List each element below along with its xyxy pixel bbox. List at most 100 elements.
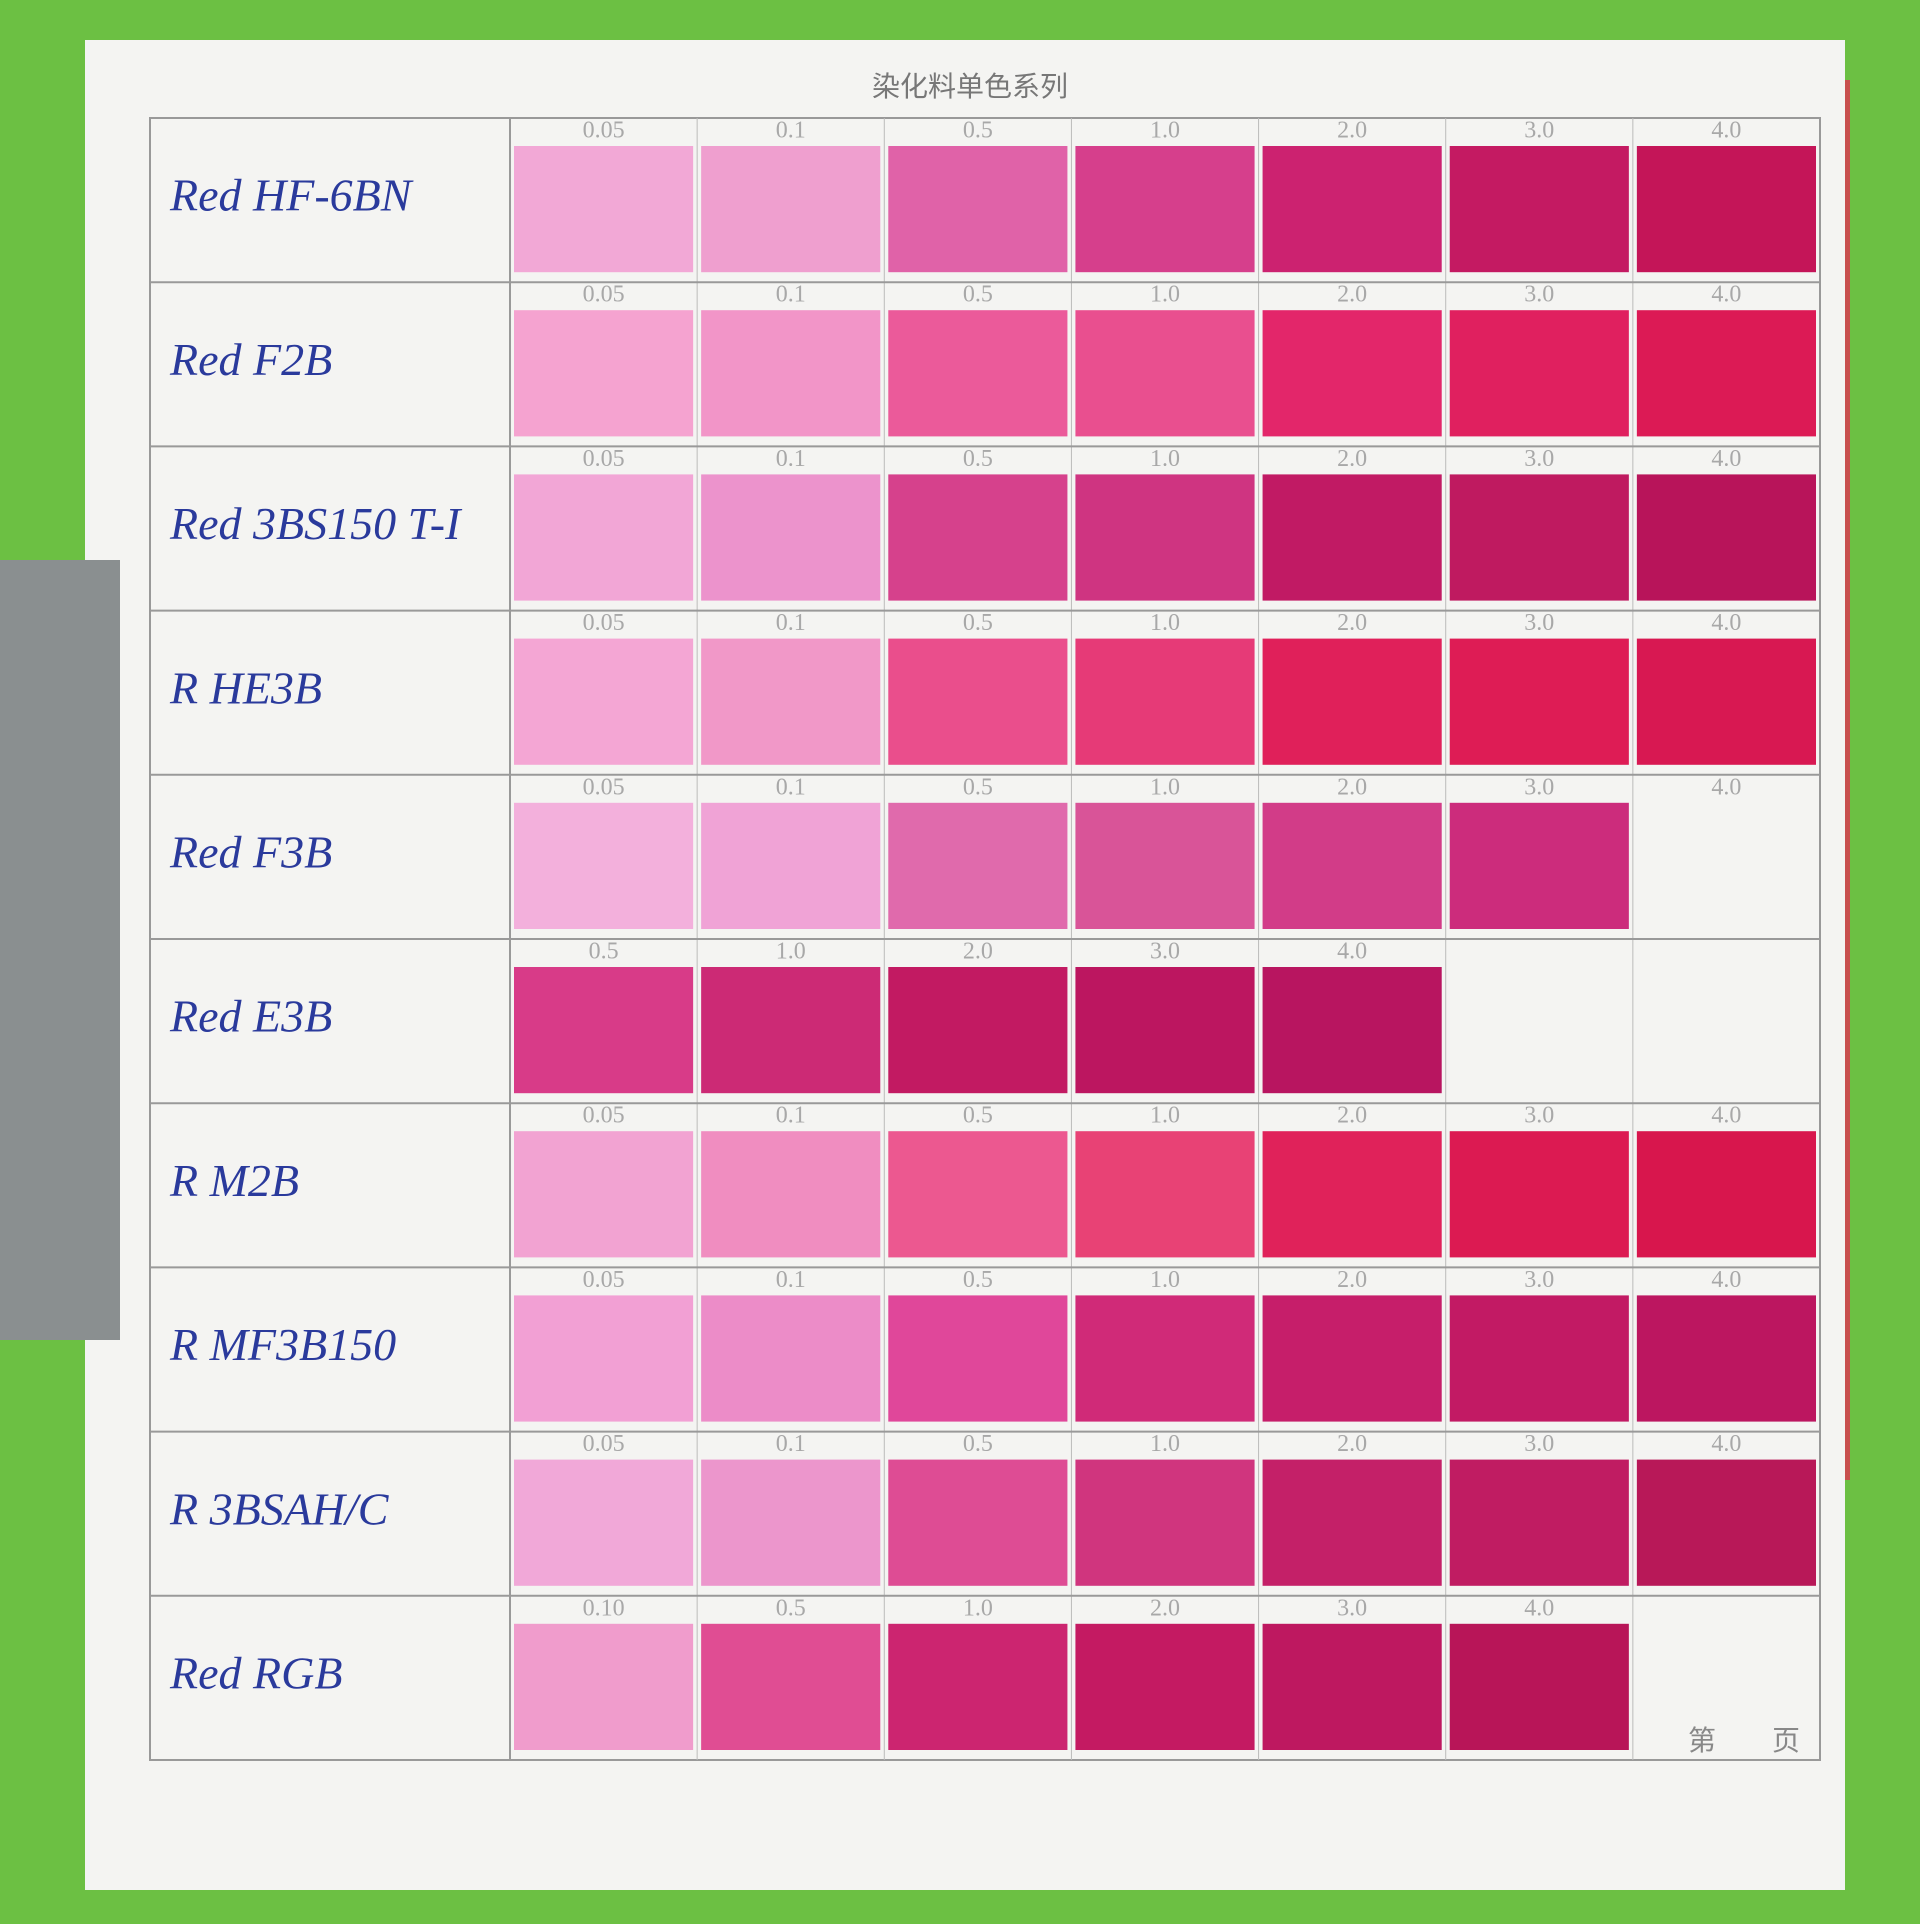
level-label: 4.0 — [1711, 1267, 1741, 1293]
level-label: 0.05 — [583, 118, 625, 144]
fabric-swatch — [1449, 1459, 1629, 1586]
level-label: 1.0 — [1150, 1267, 1180, 1293]
level-label: 0.5 — [589, 939, 619, 965]
level-label: 1.0 — [963, 1595, 993, 1621]
row-label: Red RGB — [169, 1647, 342, 1698]
fabric-swatch — [888, 310, 1068, 437]
fabric-swatch — [1449, 1295, 1629, 1422]
row-label: R HE3B — [169, 662, 322, 713]
fabric-swatch — [514, 310, 694, 437]
level-label: 3.0 — [1524, 446, 1554, 472]
level-label: 0.5 — [963, 774, 993, 800]
level-label: 3.0 — [1524, 1267, 1554, 1293]
fabric-swatch — [888, 638, 1068, 765]
level-label: 0.5 — [963, 118, 993, 144]
level-label: 0.5 — [776, 1595, 806, 1621]
level-label: 3.0 — [1524, 118, 1554, 144]
fabric-swatch — [701, 967, 881, 1094]
fabric-swatch — [1075, 967, 1255, 1094]
fabric-swatch — [701, 474, 881, 601]
fabric-swatch — [888, 1623, 1068, 1750]
fabric-swatch — [701, 1459, 881, 1586]
fabric-swatch — [514, 1131, 694, 1258]
level-label: 0.5 — [963, 1103, 993, 1129]
fabric-swatch — [1636, 1459, 1816, 1586]
level-label: 4.0 — [1711, 1431, 1741, 1457]
fabric-swatch — [1262, 474, 1442, 601]
fabric-swatch — [888, 1295, 1068, 1422]
level-label: 0.5 — [963, 1431, 993, 1457]
level-label: 4.0 — [1711, 282, 1741, 308]
fabric-swatch — [1262, 1131, 1442, 1258]
level-label: 0.05 — [583, 610, 625, 636]
page-number-label: 第 页 — [1688, 1724, 1800, 1757]
fabric-swatch — [1262, 638, 1442, 765]
fabric-swatch — [1075, 1459, 1255, 1586]
level-label: 4.0 — [1711, 1103, 1741, 1129]
level-label: 0.5 — [963, 1267, 993, 1293]
level-label: 0.05 — [583, 774, 625, 800]
fabric-swatch — [888, 802, 1068, 929]
fabric-swatch — [1262, 1459, 1442, 1586]
fabric-swatch — [1075, 310, 1255, 437]
fabric-swatch — [1075, 802, 1255, 929]
fabric-swatch — [888, 474, 1068, 601]
fabric-swatch — [1449, 1131, 1629, 1258]
level-label: 2.0 — [1337, 118, 1367, 144]
level-label: 0.5 — [963, 610, 993, 636]
level-label: 0.5 — [963, 446, 993, 472]
level-label: 1.0 — [1150, 282, 1180, 308]
level-label: 2.0 — [1150, 1595, 1180, 1621]
fabric-swatch — [1636, 474, 1816, 601]
level-label: 4.0 — [1711, 774, 1741, 800]
level-label: 0.1 — [776, 1267, 806, 1293]
fabric-swatch — [701, 146, 881, 273]
fabric-swatch — [888, 1131, 1068, 1258]
fabric-swatch — [1075, 1295, 1255, 1422]
level-label: 0.05 — [583, 1267, 625, 1293]
level-label: 1.0 — [1150, 1103, 1180, 1129]
level-label: 3.0 — [1524, 1431, 1554, 1457]
level-label: 3.0 — [1524, 610, 1554, 636]
fabric-swatch — [1636, 1131, 1816, 1258]
row-label: R 3BSAH/C — [169, 1483, 390, 1534]
level-label: 2.0 — [1337, 1267, 1367, 1293]
row-label: Red F3B — [169, 826, 332, 877]
fabric-swatch — [1449, 638, 1629, 765]
level-label: 4.0 — [1711, 610, 1741, 636]
level-label: 3.0 — [1337, 1595, 1367, 1621]
page-title: 染化料单色系列 — [872, 70, 1068, 103]
level-label: 2.0 — [1337, 282, 1367, 308]
level-label: 2.0 — [1337, 774, 1367, 800]
level-label: 3.0 — [1524, 282, 1554, 308]
row-label: Red E3B — [169, 991, 332, 1042]
fabric-swatch — [1449, 310, 1629, 437]
level-label: 0.10 — [583, 1595, 625, 1621]
level-label: 0.05 — [583, 1103, 625, 1129]
fabric-swatch — [514, 802, 694, 929]
fabric-swatch — [1449, 802, 1629, 929]
level-label: 0.1 — [776, 1431, 806, 1457]
row-label: Red 3BS150 T-I — [169, 498, 463, 549]
level-label: 0.1 — [776, 1103, 806, 1129]
row-label: R MF3B150 — [169, 1319, 396, 1370]
fabric-swatch — [1075, 146, 1255, 273]
fabric-swatch — [1262, 1623, 1442, 1750]
row-label: Red F2B — [169, 334, 332, 385]
level-label: 1.0 — [776, 939, 806, 965]
fabric-swatch — [1075, 1131, 1255, 1258]
fabric-swatch — [1636, 310, 1816, 437]
level-label: 0.1 — [776, 610, 806, 636]
fabric-swatch — [1075, 474, 1255, 601]
row-label: Red HF-6BN — [169, 170, 414, 221]
level-label: 3.0 — [1150, 939, 1180, 965]
binder-ring — [0, 560, 120, 1340]
level-label: 4.0 — [1711, 446, 1741, 472]
fabric-swatch — [514, 1459, 694, 1586]
level-label: 0.05 — [583, 1431, 625, 1457]
fabric-swatch — [701, 1131, 881, 1258]
level-label: 2.0 — [1337, 1103, 1367, 1129]
swatch-table: Red HF-6BN 0.05 0.1 0.5 1.0 2.0 3.0 4.0 Red F2B 0… — [149, 117, 1821, 1761]
fabric-swatch — [1262, 1295, 1442, 1422]
